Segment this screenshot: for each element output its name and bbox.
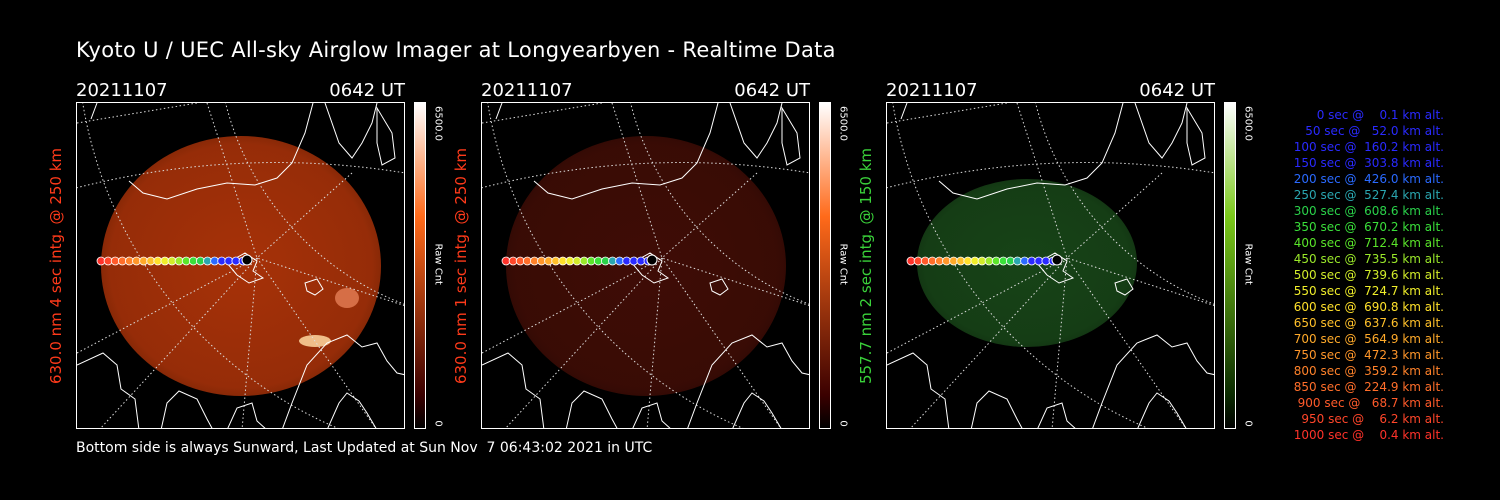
aurora-bright-patch (335, 288, 359, 308)
panel-2-date: 20211107 (481, 80, 573, 101)
panel-2-map-svg (482, 103, 809, 428)
panel-1-coastline (77, 103, 404, 428)
panel-2-trajectory (501, 254, 658, 266)
legend-entry: 400 sec @ 712.4 km alt. (1293, 236, 1444, 250)
panel-3-wavelength-label: 557.7 nm 2 sec intg. @ 150 km (857, 147, 875, 384)
legend-entry: 900 sec @ 68.7 km alt. (1297, 396, 1444, 410)
panel-1-allsky-image (76, 102, 405, 429)
page-title: Kyoto U / UEC All-sky Airglow Imager at … (76, 38, 836, 62)
panel-2-cbar-unit: Raw Cnt (837, 243, 849, 285)
legend-entry: 300 sec @ 608.6 km alt. (1293, 204, 1444, 218)
legend-entry: 50 sec @ 52.0 km alt. (1305, 124, 1444, 138)
legend-entry: 600 sec @ 690.8 km alt. (1293, 300, 1444, 314)
legend-entry: 850 sec @ 224.9 km alt. (1293, 380, 1444, 394)
legend-entry: 1000 sec @ 0.4 km alt. (1293, 428, 1444, 442)
legend-entry: 700 sec @ 564.9 km alt. (1293, 332, 1444, 346)
panel-2-airglow-disk (506, 136, 786, 396)
panel-1-cbar-max: 6500.0 (432, 106, 444, 141)
panel-1-color-bar (414, 102, 426, 429)
panel-2-coastline (482, 103, 809, 428)
observatory-marker (241, 254, 253, 266)
panel-1-geo-grid (77, 103, 404, 428)
footer-note: Bottom side is always Sunward, Last Upda… (76, 440, 653, 456)
panel-2-geo-grid (482, 103, 809, 428)
panel-3-coastline (887, 103, 1214, 428)
panel-3-date: 20211107 (886, 80, 978, 101)
legend-entry: 800 sec @ 359.2 km alt. (1293, 364, 1444, 378)
panel-1-airglow-disk (101, 136, 381, 396)
legend-entry: 950 sec @ 6.2 km alt. (1301, 412, 1444, 426)
panel-1-wavelength-label: 630.0 nm 4 sec intg. @ 250 km (47, 147, 65, 384)
legend-entry: 200 sec @ 426.0 km alt. (1293, 172, 1444, 186)
panel-1-cbar-unit: Raw Cnt (432, 243, 444, 285)
panel-3-cbar-max: 6500.0 (1242, 106, 1254, 141)
legend-entry: 150 sec @ 303.8 km alt. (1293, 156, 1444, 170)
panel-1-cbar-min: 0 (432, 420, 444, 427)
panel-2-cbar-max: 6500.0 (837, 106, 849, 141)
legend-entry: 750 sec @ 472.3 km alt. (1293, 348, 1444, 362)
panel-3-color-bar (1224, 102, 1236, 429)
panel-2-wavelength-label: 630.0 nm 1 sec intg. @ 250 km (452, 147, 470, 384)
panel-1-date: 20211107 (76, 80, 168, 101)
panel-2-color-bar (819, 102, 831, 429)
legend-entry: 350 sec @ 670.2 km alt. (1293, 220, 1444, 234)
legend-entry: 250 sec @ 527.4 km alt. (1293, 188, 1444, 202)
legend-entry: 0 sec @ 0.1 km alt. (1316, 108, 1444, 122)
legend-entry: 650 sec @ 637.6 km alt. (1293, 316, 1444, 330)
panel-1-trajectory (96, 254, 253, 266)
panel-1-time: 0642 UT (329, 80, 405, 101)
panel-3-geo-grid (887, 103, 1214, 428)
panel-3-cbar-min: 0 (1242, 420, 1254, 427)
panel-2-allsky-image (481, 102, 810, 429)
legend-entry: 100 sec @ 160.2 km alt. (1293, 140, 1444, 154)
panel-2-time: 0642 UT (734, 80, 810, 101)
panel-3-allsky-image (886, 102, 1215, 429)
observatory-marker (1051, 254, 1063, 266)
panel-3-map-svg (887, 103, 1214, 428)
panel-3-trajectory (906, 254, 1063, 266)
legend-entry: 500 sec @ 739.6 km alt. (1293, 268, 1444, 282)
observatory-marker (646, 254, 658, 266)
panel-2-cbar-min: 0 (837, 420, 849, 427)
legend-entry: 550 sec @ 724.7 km alt. (1293, 284, 1444, 298)
panel-1-map-svg (77, 103, 404, 428)
panel-3-cbar-unit: Raw Cnt (1242, 243, 1254, 285)
panel-3-time: 0642 UT (1139, 80, 1215, 101)
legend-entry: 450 sec @ 735.5 km alt. (1293, 252, 1444, 266)
